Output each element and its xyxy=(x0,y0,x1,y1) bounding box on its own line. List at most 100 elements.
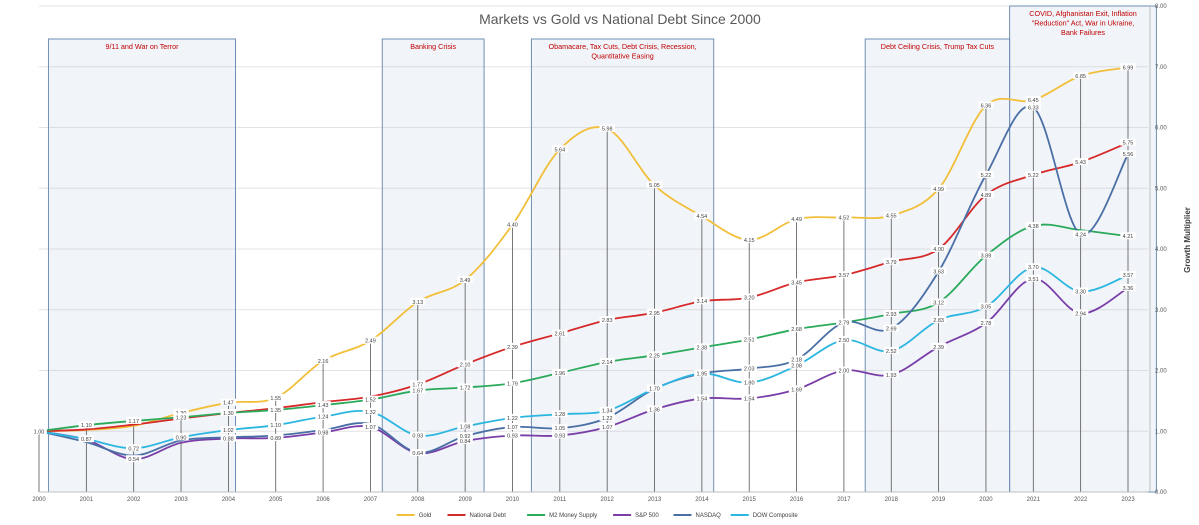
data-label-bg xyxy=(1025,221,1042,229)
data-label-bg xyxy=(315,401,331,409)
data-label-bg xyxy=(599,406,615,414)
data-label-bg xyxy=(741,235,757,243)
data-label-bg xyxy=(1025,103,1042,111)
data-label: 2.94 xyxy=(1075,311,1086,317)
data-label-bg xyxy=(978,170,994,178)
data-label-bg xyxy=(694,369,710,377)
data-label-bg xyxy=(504,422,521,430)
data-label: 2.39 xyxy=(933,345,944,351)
data-label: 2.95 xyxy=(649,311,660,317)
data-label-bg xyxy=(836,366,852,374)
data-label-bg xyxy=(173,409,189,417)
x-tick-label: 2018 xyxy=(885,497,899,503)
data-label: 2.10 xyxy=(460,362,471,368)
data-label-bg xyxy=(457,422,473,430)
data-label-bg xyxy=(268,433,284,441)
data-label: 1.23 xyxy=(176,415,187,421)
data-label-bg xyxy=(930,298,947,306)
y-tick-label: 6.00 xyxy=(1155,126,1167,132)
data-label-bg xyxy=(1072,158,1089,166)
data-label-bg xyxy=(978,302,994,310)
x-tick-label: 2022 xyxy=(1074,497,1088,503)
data-label: 0.92 xyxy=(460,434,471,440)
data-label-bg xyxy=(552,368,568,376)
data-label-bg xyxy=(788,215,805,223)
data-label-bg xyxy=(1072,71,1089,79)
data-label-bg xyxy=(930,316,947,324)
data-label: 1.36 xyxy=(649,407,660,413)
data-label-bg xyxy=(646,308,663,316)
x-tick-label: 2019 xyxy=(932,497,946,503)
data-label: 1.79 xyxy=(507,381,518,387)
data-label: 1.17 xyxy=(128,419,139,425)
data-label: 1.10 xyxy=(81,423,92,429)
data-label: 1.55 xyxy=(270,396,281,402)
y-tick-label: 4.00 xyxy=(1155,247,1167,253)
data-label: 3.13 xyxy=(412,300,423,306)
data-label: 2.49 xyxy=(365,339,376,345)
data-label-bg xyxy=(552,410,568,418)
data-label-bg xyxy=(78,421,95,429)
data-label-bg xyxy=(694,343,710,351)
data-label-bg xyxy=(362,407,379,415)
data-label-bg xyxy=(1120,150,1136,158)
data-label-bg xyxy=(1025,170,1042,178)
data-label-bg xyxy=(31,427,47,435)
data-label: 1.69 xyxy=(791,387,802,393)
data-label: 1.47 xyxy=(223,401,234,407)
data-label: 5.22 xyxy=(981,173,992,179)
data-label: 0.90 xyxy=(176,435,187,441)
data-label: 1.24 xyxy=(318,415,329,421)
data-label: 3.12 xyxy=(933,300,944,306)
event-box xyxy=(381,38,485,493)
data-label: 0.89 xyxy=(270,436,281,442)
data-label: 3.79 xyxy=(886,260,897,266)
data-label: 2.51 xyxy=(744,338,755,344)
data-label-bg xyxy=(315,428,331,436)
data-label: 1.22 xyxy=(602,416,613,422)
x-tick-label: 2000 xyxy=(32,497,46,503)
data-label: 5.98 xyxy=(602,127,613,133)
data-label-bg xyxy=(457,360,473,368)
data-label-bg xyxy=(1120,271,1136,279)
data-label: 2.52 xyxy=(886,349,897,355)
chart-title: Markets vs Gold vs National Debt Since 2… xyxy=(479,11,761,27)
data-label: 4.52 xyxy=(839,215,850,221)
data-label-bg xyxy=(268,393,284,401)
data-label-bg xyxy=(268,405,284,413)
data-label: 2.00 xyxy=(839,369,850,375)
data-label-bg xyxy=(1072,287,1089,295)
data-label: 2.61 xyxy=(554,331,565,337)
event-box xyxy=(1009,5,1157,493)
data-label-bg xyxy=(788,325,805,333)
data-label: 3.49 xyxy=(460,278,471,284)
data-label: 2.79 xyxy=(839,321,850,327)
data-label-bg xyxy=(599,124,615,132)
data-label-bg xyxy=(173,433,189,441)
data-label: 4.38 xyxy=(1028,224,1039,230)
data-label-bg xyxy=(457,275,473,283)
data-label: 2.93 xyxy=(886,312,897,318)
data-label: 0.84 xyxy=(460,439,471,445)
x-tick-label: 2009 xyxy=(458,497,472,503)
data-label-bg xyxy=(836,271,852,279)
data-label: 0.93 xyxy=(412,434,423,440)
y-tick-label: 1.00 xyxy=(1155,429,1167,435)
data-label: 3.70 xyxy=(1028,265,1039,271)
data-label: 3.30 xyxy=(1075,290,1086,296)
data-label-bg xyxy=(883,211,899,219)
data-label: 1.67 xyxy=(412,389,423,395)
x-tick-label: 2006 xyxy=(316,497,330,503)
data-label-bg xyxy=(125,455,142,463)
data-label-bg xyxy=(457,432,473,440)
legend: Gold National Debt M2 Money Supply S&P 500 N… xyxy=(396,513,798,519)
data-label: 1.70 xyxy=(649,387,660,393)
data-label: 3.05 xyxy=(981,305,992,311)
data-label-bg xyxy=(1120,63,1136,71)
data-label-bg xyxy=(788,278,805,286)
data-label-bg xyxy=(220,426,237,434)
data-label-bg xyxy=(646,384,663,392)
data-label: 5.56 xyxy=(1123,152,1134,158)
data-label: 3.89 xyxy=(981,254,992,260)
